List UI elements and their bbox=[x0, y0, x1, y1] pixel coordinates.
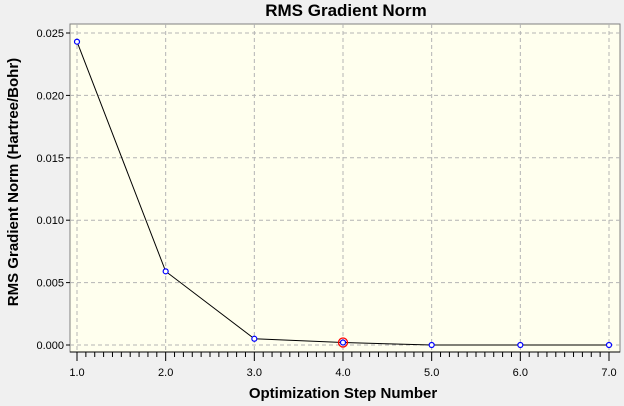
data-point bbox=[162, 268, 169, 275]
data-point bbox=[251, 335, 258, 342]
data-point bbox=[339, 339, 347, 346]
data-point bbox=[73, 38, 81, 45]
x-tick-label: 4.0 bbox=[335, 367, 350, 379]
x-tick-label: 2.0 bbox=[158, 367, 173, 379]
chart-title: RMS Gradient Norm bbox=[265, 1, 427, 20]
y-tick-label: 0.005 bbox=[36, 278, 64, 290]
y-tick-label: 0.010 bbox=[36, 215, 64, 227]
plot-area bbox=[69, 23, 621, 353]
data-point bbox=[428, 341, 435, 349]
data-point bbox=[605, 341, 613, 349]
x-tick-label: 7.0 bbox=[601, 367, 616, 379]
highlighted-point-ring bbox=[337, 337, 349, 348]
data-point bbox=[517, 341, 524, 349]
y-axis-label: RMS Gradient Norm (Hartree/Bohr) bbox=[5, 58, 22, 306]
y-tick-label: 0.025 bbox=[36, 28, 64, 40]
y-tick-label: 0.020 bbox=[36, 90, 64, 102]
x-tick-label: 6.0 bbox=[513, 367, 528, 379]
y-tick-label: 0.015 bbox=[36, 153, 64, 165]
x-tick-label: 5.0 bbox=[424, 367, 439, 379]
x-tick-label: 3.0 bbox=[247, 367, 262, 379]
x-tick-label: 1.0 bbox=[69, 367, 84, 379]
y-tick-label: 0.000 bbox=[36, 340, 64, 352]
x-axis-label: Optimization Step Number bbox=[249, 385, 438, 402]
